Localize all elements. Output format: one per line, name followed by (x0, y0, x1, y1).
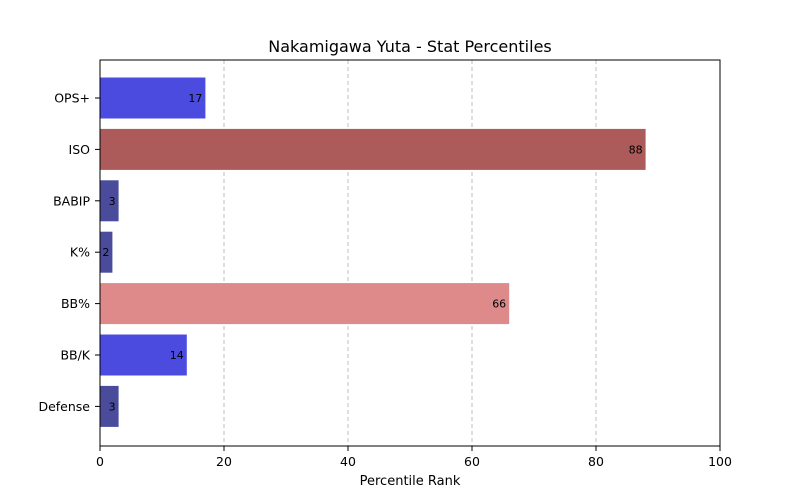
x-tick-label-80: 80 (588, 454, 604, 469)
plot-frame (99, 59, 721, 447)
y-tick-label-bb-k: BB/K (60, 348, 90, 363)
x-tick-label-60: 60 (464, 454, 480, 469)
x-axis-label: Percentile Rank (360, 474, 461, 489)
y-axis-ticks: OPS+ ISO BABIP K% BB% BB/K Defense (38, 91, 100, 414)
grid-lines (223, 60, 597, 446)
bar-babip (100, 180, 119, 222)
bar-ops (100, 77, 206, 119)
x-axis-ticks: 0 20 40 60 80 100 (96, 446, 732, 469)
y-tick-label-babip: BABIP (53, 193, 90, 208)
x-tick-label-40: 40 (340, 454, 356, 469)
y-tick-label-ops: OPS+ (54, 91, 90, 106)
y-tick-label-defense: Defense (38, 399, 90, 414)
bar-value-bb: 66 (492, 298, 506, 311)
bar-value-k: 2 (102, 246, 109, 259)
bar-value-bb-k: 14 (170, 349, 184, 362)
bar-value-iso: 88 (629, 143, 643, 156)
bar-k (100, 231, 113, 273)
bar-defense (100, 385, 119, 427)
y-tick-label-bb: BB% (61, 296, 90, 311)
bar-value-defense: 3 (109, 400, 116, 413)
bar-bb-k (100, 334, 187, 376)
bar-value-labels: 17 88 3 2 66 14 3 (102, 92, 642, 413)
x-tick-label-20: 20 (216, 454, 232, 469)
bars-group (100, 77, 646, 427)
bar-value-ops: 17 (188, 92, 202, 105)
bar-bb (100, 283, 510, 325)
bar-value-babip: 3 (109, 195, 116, 208)
y-tick-label-k: K% (70, 245, 90, 260)
x-tick-label-0: 0 (96, 454, 104, 469)
chart-title: Nakamigawa Yuta - Stat Percentiles (268, 37, 552, 56)
x-tick-label-100: 100 (708, 454, 732, 469)
y-tick-label-iso: ISO (69, 142, 91, 157)
bar-iso (100, 128, 646, 170)
